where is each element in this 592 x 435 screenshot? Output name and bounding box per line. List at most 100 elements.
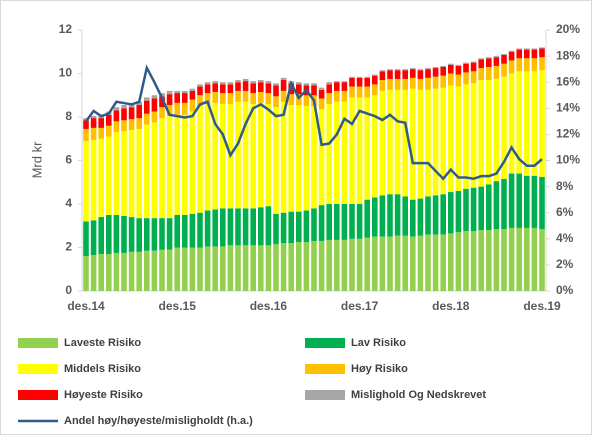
bar-segment (220, 103, 226, 209)
bar-segment (539, 70, 545, 177)
bar-segment (151, 111, 158, 123)
bar-segment (98, 217, 104, 255)
bar-segment (379, 90, 386, 196)
bar-segment (113, 121, 120, 133)
bar-segment (356, 86, 363, 98)
bar-segment (159, 249, 165, 291)
y2-tick-label: 6% (556, 205, 574, 219)
bar-segment (90, 118, 97, 128)
bar-segment (250, 103, 256, 209)
bar-segment (174, 93, 180, 103)
bar-segment (189, 247, 196, 291)
bar-segment (432, 234, 439, 291)
y-tick-label: 2 (65, 240, 72, 254)
bar-segment (448, 192, 454, 234)
bar-segment (166, 105, 173, 116)
bar-segment (394, 70, 401, 79)
bar-segment (204, 82, 211, 85)
bar-segment (508, 60, 515, 74)
bar-segment (189, 111, 196, 214)
bar-segment (280, 90, 287, 102)
bar-segment (349, 238, 355, 291)
bar-segment (349, 76, 355, 78)
y2-tick-label: 2% (556, 257, 574, 271)
bar-segment (212, 246, 218, 291)
bar-segment (159, 118, 165, 219)
bar-segment (250, 245, 256, 291)
bar-segment (212, 209, 218, 247)
bar-segment (303, 83, 310, 86)
bar-segment (220, 84, 226, 94)
bar-segment (197, 86, 203, 96)
bar-segment (463, 62, 469, 64)
bar-segment (402, 89, 408, 197)
bar-segment (174, 90, 180, 94)
y-tick-label: 0 (65, 283, 72, 297)
bar-segment (402, 235, 408, 291)
y2-tick-label: 20% (556, 22, 580, 36)
bar-segment (417, 89, 424, 199)
bar-segment (83, 140, 89, 222)
bar-segment (334, 82, 340, 91)
y2-tick-label: 16% (556, 74, 580, 88)
bar-segment (227, 93, 234, 104)
bar-segment (432, 66, 439, 69)
bar-segment (296, 84, 302, 95)
bar-segment (318, 240, 325, 291)
bar-segment (524, 58, 530, 72)
bar-segment (136, 118, 142, 129)
bar-segment (235, 245, 241, 291)
bar-segment (379, 70, 386, 72)
bar-segment (318, 109, 325, 206)
bar-segment (402, 70, 408, 79)
bar-segment (265, 103, 272, 207)
legend-swatch (18, 338, 58, 348)
bar-segment (531, 49, 538, 59)
bar-segment (121, 252, 127, 291)
bar-segment (174, 102, 180, 115)
bar-segment (501, 76, 507, 179)
bar-segment (524, 71, 530, 176)
bar-segment (128, 119, 135, 131)
bar-segment (372, 84, 378, 96)
bar-segment (189, 88, 196, 91)
bar-segment (212, 83, 218, 92)
bar-segment (136, 105, 142, 119)
bar-segment (455, 65, 462, 75)
bar-segment (136, 218, 142, 252)
bar-segment (151, 218, 158, 251)
bar-segment (106, 136, 112, 215)
bar-segment (349, 97, 355, 204)
bar-segment (235, 90, 241, 102)
bar-segment (227, 208, 234, 246)
bar-segment (174, 214, 180, 248)
bar-segment (144, 97, 150, 101)
bar-segment (151, 95, 158, 99)
bar-segment (432, 68, 439, 77)
bar-segment (326, 93, 332, 104)
bar-segment (326, 239, 332, 291)
bar-segment (455, 64, 462, 66)
bar-segment (470, 231, 477, 291)
bar-segment (265, 81, 272, 84)
bar-segment (83, 256, 89, 291)
y-tick-label: 12 (59, 22, 73, 36)
bar-segment (197, 95, 203, 107)
bar-segment (280, 77, 287, 81)
bar-segment (394, 89, 401, 195)
bar-segment (349, 77, 355, 87)
bar-segment (478, 58, 484, 60)
bar-segment (235, 208, 241, 246)
bar-segment (448, 64, 454, 74)
bar-segment (387, 194, 393, 237)
bar-segment (524, 49, 530, 59)
bar-segment (493, 65, 500, 79)
bar-segment (136, 128, 142, 219)
bar-segment (334, 239, 340, 291)
bar-segment (349, 204, 355, 239)
bar-segment (98, 118, 104, 128)
bar-segment (470, 62, 477, 72)
y-tick-label: 8 (65, 109, 72, 123)
bar-segment (174, 247, 180, 291)
